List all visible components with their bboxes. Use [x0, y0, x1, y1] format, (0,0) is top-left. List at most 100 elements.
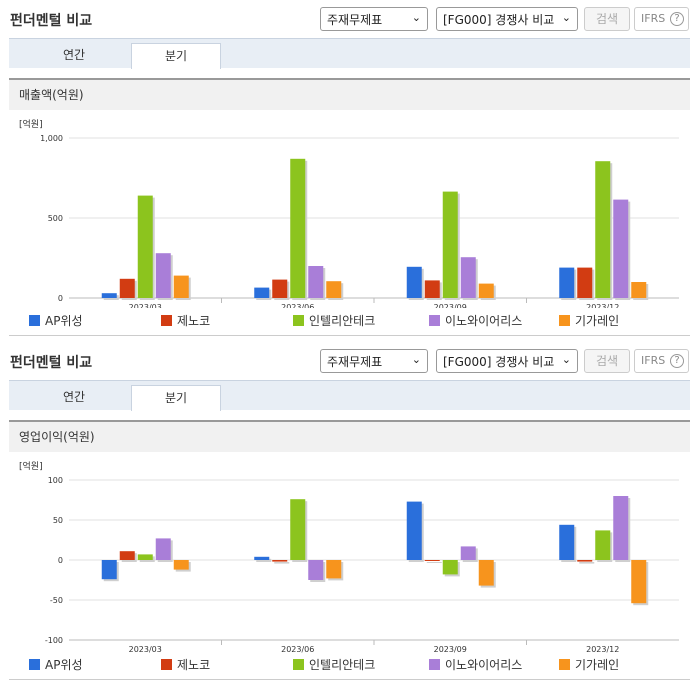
legend-label: 이노와이어리스 — [445, 314, 523, 328]
revenue-chart: [억원] 0 500 1,000 2023/03 2023/06 2023/09 2023/… — [19, 118, 679, 308]
compare-select-value: [FG000] 경쟁사 비교 — [443, 13, 555, 27]
unit-label: [억원] — [19, 118, 43, 130]
chevron-down-icon: ⌄ — [561, 11, 571, 24]
legend-label: 인텔리안테크 — [309, 658, 376, 672]
legend-label: 기가레인 — [575, 658, 620, 672]
statement-select[interactable]: 주재무제표 ⌄ — [320, 349, 428, 373]
bar — [460, 257, 476, 298]
tab-quarter[interactable]: 분기 — [131, 385, 221, 411]
bar — [119, 278, 135, 298]
y-tick-label: 100 — [48, 476, 63, 485]
bar — [101, 293, 117, 298]
legend-label: 제노코 — [177, 658, 211, 672]
x-tick-label: 2023/06 — [281, 645, 314, 654]
tab-annual[interactable]: 연간 — [62, 48, 86, 62]
bar — [613, 199, 629, 298]
legend-item[interactable]: 제노코 — [161, 314, 210, 328]
y-tick-label: -100 — [45, 636, 63, 645]
legend-item[interactable]: 이노와이어리스 — [429, 658, 522, 672]
y-tick-label: -50 — [50, 596, 63, 605]
bar — [424, 280, 440, 298]
ifrs-label: IFRS — [641, 354, 666, 367]
legend-swatch — [429, 659, 440, 670]
statement-select-value: 주재무제표 — [327, 13, 383, 27]
bar — [173, 560, 189, 570]
help-icon: ? — [670, 12, 684, 26]
bar — [290, 158, 306, 298]
y-tick-label: 0 — [58, 556, 63, 565]
y-tick-label: 50 — [53, 516, 63, 525]
bar — [272, 560, 288, 562]
unit-label: [억원] — [19, 460, 43, 472]
bar — [478, 560, 494, 586]
x-tick-label: 2023/12 — [586, 645, 619, 654]
legend-item[interactable]: 제노코 — [161, 658, 210, 672]
bar — [137, 195, 153, 298]
bar — [424, 560, 440, 561]
y-tick-label: 1,000 — [40, 134, 63, 143]
legend-item[interactable]: 인텔리안테크 — [293, 658, 375, 672]
chevron-down-icon: ⌄ — [561, 353, 571, 366]
search-button[interactable]: 검색 — [584, 349, 630, 373]
legend-swatch — [559, 315, 570, 326]
bar — [595, 530, 611, 560]
legend-swatch — [293, 315, 304, 326]
bar — [155, 253, 171, 298]
legend-item[interactable]: 인텔리안테크 — [293, 314, 375, 328]
header-bar-2: 펀더멘털 비교 주재무제표 ⌄ [FG000] 경쟁사 비교 ⌄ 검색 IFRS… — [0, 342, 696, 376]
legend-label: 제노코 — [177, 314, 211, 328]
legend-swatch — [161, 315, 172, 326]
bar — [308, 560, 324, 580]
bar — [478, 283, 494, 298]
period-tabs-2: 연간 분기 — [9, 380, 690, 411]
ifrs-button[interactable]: IFRS ? — [634, 7, 689, 31]
bar — [460, 546, 476, 560]
legend-item[interactable]: 기가레인 — [559, 658, 619, 672]
chevron-down-icon: ⌄ — [411, 353, 421, 366]
bar — [254, 287, 270, 298]
bar — [559, 524, 575, 560]
legend-item[interactable]: 기가레인 — [559, 314, 619, 328]
bar — [308, 266, 324, 298]
bar — [631, 282, 647, 298]
bar — [326, 560, 342, 579]
ifrs-button[interactable]: IFRS ? — [634, 349, 689, 373]
tab-quarter[interactable]: 분기 — [131, 43, 221, 69]
legend-item[interactable]: AP위성 — [29, 314, 83, 328]
legend-item[interactable]: 이노와이어리스 — [429, 314, 522, 328]
legend-label: 인텔리안테크 — [309, 314, 376, 328]
bar — [254, 556, 270, 560]
tab-annual[interactable]: 연간 — [62, 390, 86, 404]
compare-select[interactable]: [FG000] 경쟁사 비교 ⌄ — [436, 7, 578, 31]
x-tick-label: 2023/09 — [434, 303, 467, 308]
bar-shadow — [256, 558, 272, 562]
page-title: 펀더멘털 비교 — [10, 13, 93, 29]
legend-swatch — [429, 315, 440, 326]
bar — [119, 551, 135, 560]
bar — [631, 560, 647, 604]
legend-item[interactable]: AP위성 — [29, 658, 83, 672]
bar — [173, 275, 189, 298]
bar — [290, 499, 306, 560]
bar — [101, 560, 117, 580]
chart-heading: 영업이익(억원) — [9, 422, 690, 452]
bar — [442, 560, 458, 575]
statement-select[interactable]: 주재무제표 ⌄ — [320, 7, 428, 31]
bar — [272, 279, 288, 298]
search-button[interactable]: 검색 — [584, 7, 630, 31]
y-tick-label: 500 — [48, 214, 63, 223]
compare-select[interactable]: [FG000] 경쟁사 비교 ⌄ — [436, 349, 578, 373]
ifrs-label: IFRS — [641, 12, 666, 25]
chart-legend: AP위성 제노코 인텔리안테크 이노와이어리스 기가레인 — [29, 314, 669, 330]
x-tick-label: 2023/03 — [129, 645, 162, 654]
bar — [406, 266, 422, 298]
x-tick-label: 2023/09 — [434, 645, 467, 654]
y-tick-label: 0 — [58, 294, 63, 303]
page-title: 펀더멘털 비교 — [10, 355, 93, 371]
header-bar-1: 펀더멘털 비교 주재무제표 ⌄ [FG000] 경쟁사 비교 ⌄ 검색 IFRS… — [0, 0, 696, 34]
bar — [155, 538, 171, 560]
legend-label: 기가레인 — [575, 314, 620, 328]
statement-select-value: 주재무제표 — [327, 355, 383, 369]
legend-swatch — [29, 315, 40, 326]
bar — [559, 267, 575, 298]
